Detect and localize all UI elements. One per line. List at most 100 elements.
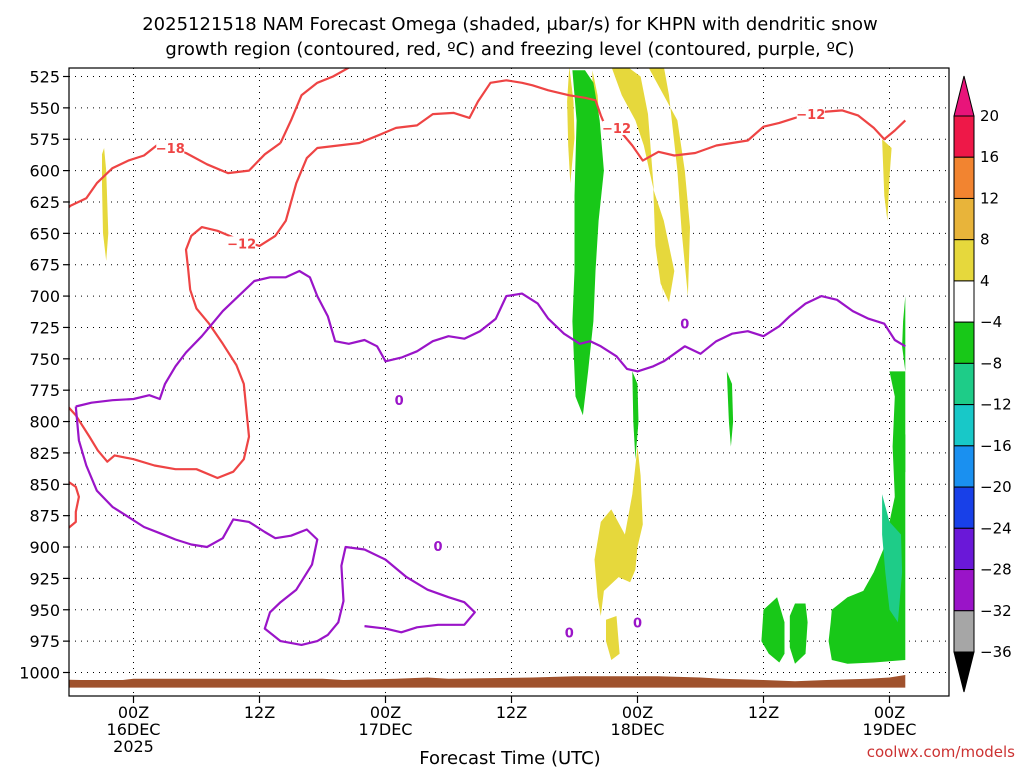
- dgz-contour-line: [69, 480, 81, 530]
- contour-label-bg: [156, 141, 185, 156]
- x-tick-label: 00Z: [370, 703, 401, 722]
- positive-omega-region: [606, 616, 620, 660]
- colorbar-tick-label: −8: [980, 354, 1002, 372]
- dgz-contour-line: [69, 79, 907, 480]
- y-axis: 525 550 575 600 625 650 675 700 725 750 775 800 825 8…: [19, 68, 69, 683]
- colorbar-segment: [953, 239, 975, 282]
- colorbar-tick-label: −20: [980, 478, 1012, 496]
- x-axis-label: Forecast Time (UTC): [419, 748, 600, 768]
- y-tick-label: 875: [29, 507, 60, 526]
- colorbar-segment: [953, 486, 975, 529]
- colorbar-segment: [953, 362, 975, 406]
- x-tick-label: 00Z: [622, 703, 653, 722]
- negative-omega-region: [572, 70, 604, 416]
- x-tick-label: 12Z: [748, 703, 779, 722]
- y-tick-label: 600: [29, 162, 60, 181]
- negative-omega-region: [902, 296, 906, 372]
- colorbar-segment: [953, 115, 975, 158]
- y-tick-label: 1000: [19, 664, 60, 683]
- colorbar-top-arrow: [953, 75, 975, 117]
- contour-label-bg: [393, 393, 406, 408]
- contour-labels: −18 −12 −12 −12 0 0 0 0 0: [156, 107, 825, 641]
- colorbar-tick-label: 4: [980, 272, 990, 290]
- y-tick-label: 625: [29, 193, 60, 212]
- negative-omega-region: [726, 371, 734, 447]
- chart-title-line-2: growth region (contoured, red, ºC) and f…: [165, 39, 854, 60]
- contour-label: −12: [227, 237, 256, 252]
- colorbar-tick-label: −4: [980, 313, 1002, 331]
- colorbar-tick-label: −36: [980, 643, 1012, 661]
- colorbar-segment: [953, 156, 975, 199]
- x-tick-label: 17DEC: [359, 720, 413, 739]
- contour-label: −18: [156, 142, 185, 157]
- credit-text: coolwx.com/models: [867, 743, 1015, 761]
- y-tick-label: 575: [29, 130, 60, 149]
- positive-omega-region: [567, 68, 575, 184]
- contour-label: 0: [433, 540, 442, 555]
- freezing-contour-line: [74, 406, 476, 647]
- positive-omega-region: [594, 446, 643, 616]
- colorbar-tick-label: 20: [980, 107, 999, 125]
- dgz-contour-line: [279, 68, 350, 144]
- colorbar-tick-label: 8: [980, 231, 990, 249]
- y-tick-label: 650: [29, 224, 60, 243]
- colorbar-segment: [953, 280, 975, 323]
- chart-title-line-1: 2025121518 NAM Forecast Omega (shaded, μ…: [142, 14, 878, 35]
- negative-omega-region: [632, 371, 639, 460]
- positive-omega-region: [648, 68, 690, 297]
- colorbar-segment: [953, 569, 975, 612]
- contour-label-bg: [796, 107, 825, 122]
- colorbar-tick-label: −16: [980, 437, 1012, 455]
- positive-omega-region: [611, 68, 663, 297]
- contour-label-bg: [602, 120, 631, 135]
- y-tick-label: 850: [29, 475, 60, 494]
- y-tick-label: 950: [29, 601, 60, 620]
- colorbar-tick-label: −24: [980, 519, 1012, 537]
- colorbar-tick-label: −28: [980, 561, 1012, 579]
- x-tick-label: 12Z: [244, 703, 275, 722]
- negative-omega-region: [789, 603, 808, 664]
- x-tick-label: 2025: [113, 737, 154, 756]
- freezing-contour-line: [75, 269, 906, 408]
- contour-label: −12: [796, 108, 825, 123]
- strong-negative-omega-region: [882, 494, 903, 623]
- colorbar-tick-label: −32: [980, 602, 1012, 620]
- contour-label: −12: [602, 122, 631, 137]
- y-tick-label: 975: [29, 632, 60, 651]
- contour-label-bg: [227, 236, 256, 251]
- contour-label-bg: [563, 625, 576, 640]
- colorbar-segment: [953, 197, 975, 241]
- plot-area: −18 −12 −12 −12 0 0 0 0 0: [69, 68, 949, 696]
- colorbar-bottom-arrow: [953, 651, 975, 693]
- colorbar-segment: [953, 445, 975, 488]
- dgz-contour-line: [69, 142, 161, 209]
- y-tick-label: 725: [29, 318, 60, 337]
- y-tick-label: 825: [29, 444, 60, 463]
- plot-frame: [68, 67, 950, 697]
- x-tick-label: 19DEC: [863, 720, 917, 739]
- contour-label: 0: [565, 626, 574, 641]
- negative-omega-region: [761, 597, 785, 663]
- omega-colorbar: 20 16 12 8 4 −4 −8 −12 −16 −20 −24 −28 −32 −36: [953, 75, 1012, 693]
- contour-label: 0: [680, 318, 689, 333]
- colorbar-segment: [953, 404, 975, 447]
- freezing-level-contours: [74, 269, 906, 647]
- contour-label-bg: [631, 615, 644, 630]
- colorbar-tick-label: 12: [980, 189, 999, 207]
- positive-omega-region: [882, 139, 892, 221]
- y-tick-label: 550: [29, 99, 60, 118]
- contour-label: 0: [633, 616, 642, 631]
- x-tick-label: 00Z: [874, 703, 905, 722]
- y-tick-label: 525: [29, 68, 60, 87]
- positive-omega-region: [653, 189, 675, 303]
- y-tick-label: 675: [29, 256, 60, 275]
- colorbar-segment: [953, 610, 975, 653]
- positive-omega-region: [102, 148, 109, 261]
- x-tick-label: 16DEC: [107, 720, 161, 739]
- colorbar-segment: [953, 321, 975, 364]
- negative-omega-region: [828, 434, 906, 664]
- colorbar-segment: [953, 527, 975, 571]
- colorbar-tick-label: −12: [980, 396, 1012, 414]
- y-tick-label: 900: [29, 538, 60, 557]
